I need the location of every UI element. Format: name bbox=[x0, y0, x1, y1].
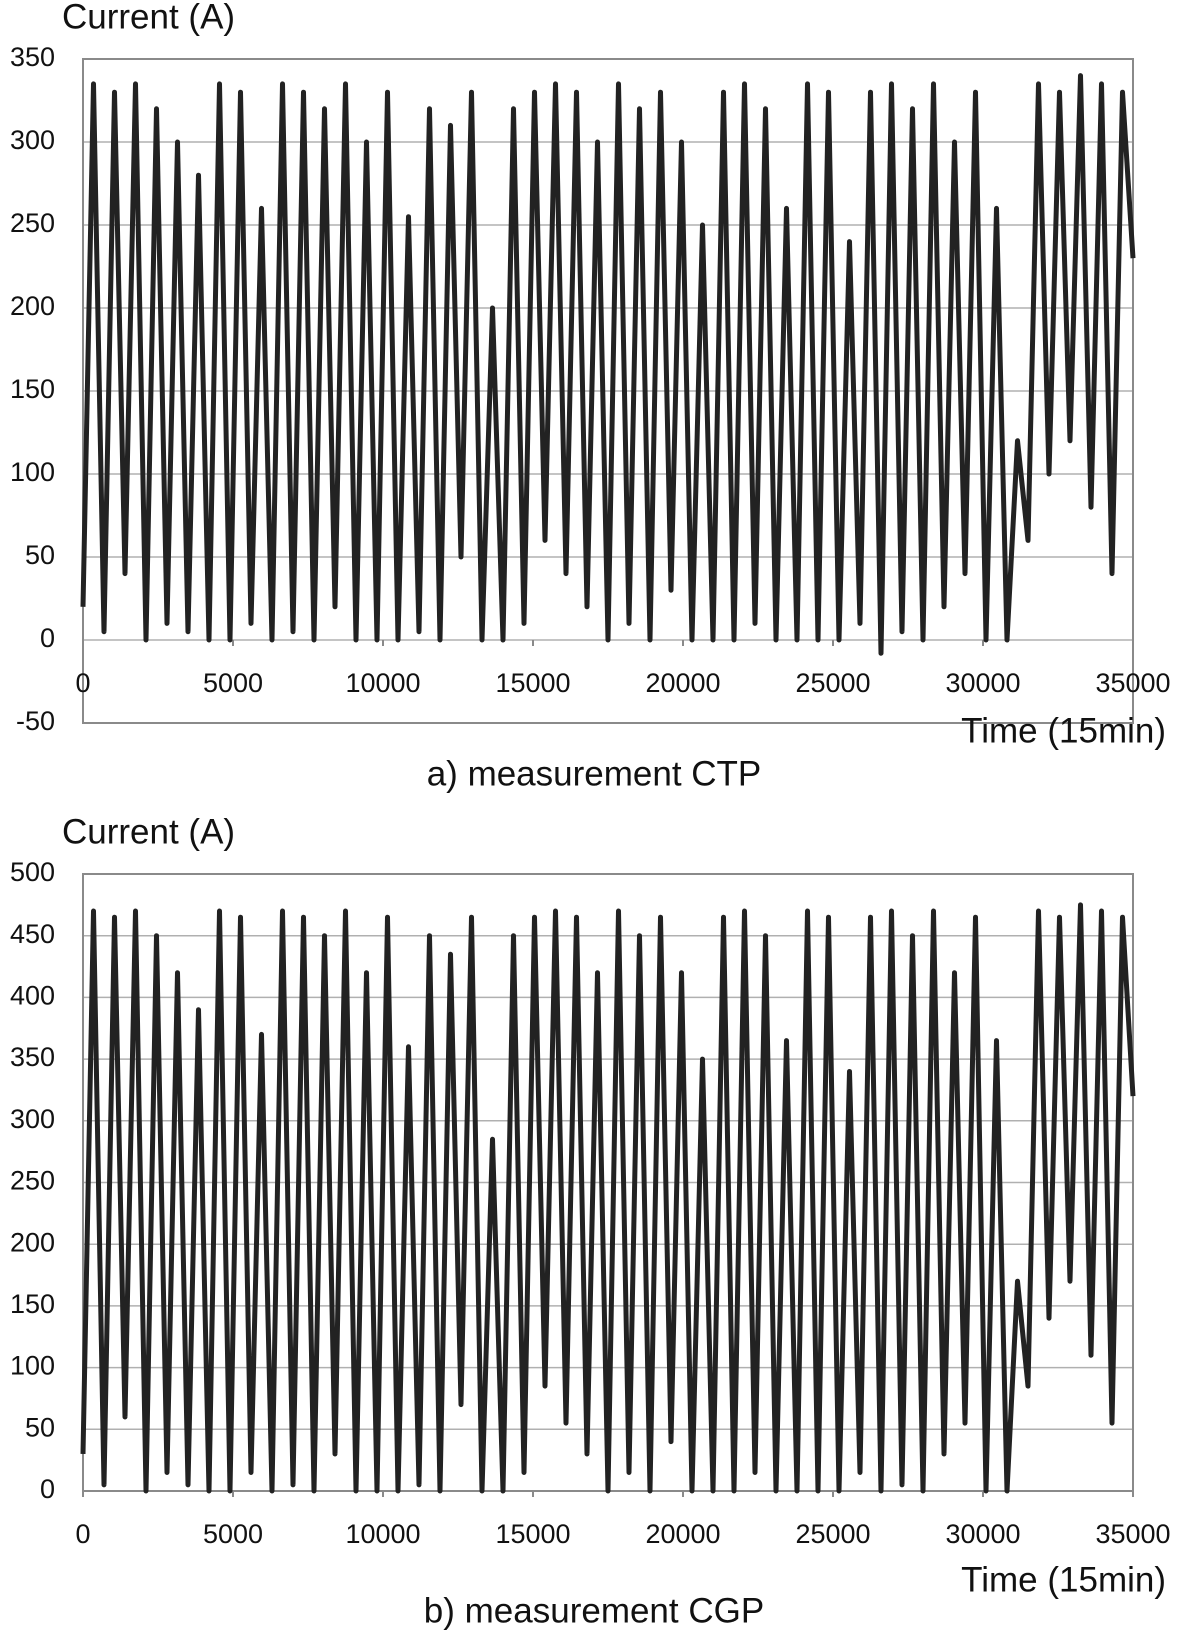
y-tick-label: 250 bbox=[10, 1166, 55, 1196]
y-tick-label: 300 bbox=[10, 125, 55, 155]
x-tick-label: 35000 bbox=[1095, 668, 1170, 698]
y-tick-label: 150 bbox=[10, 374, 55, 404]
x-tick-label: 15000 bbox=[495, 668, 570, 698]
x-tick-label: 15000 bbox=[495, 1519, 570, 1549]
plot-frame bbox=[82, 58, 1134, 724]
x-tick-label: 30000 bbox=[945, 668, 1020, 698]
x-tick-label: 25000 bbox=[795, 1519, 870, 1549]
x-tick-label: 20000 bbox=[645, 668, 720, 698]
y-tick-label: 350 bbox=[10, 1042, 55, 1072]
data-line bbox=[80, 902, 1136, 1494]
y-tick-label: 250 bbox=[10, 208, 55, 238]
y-tick-label: 100 bbox=[10, 457, 55, 487]
y-tick-label: 500 bbox=[10, 857, 55, 887]
x-axis-label: Time (15min) bbox=[961, 711, 1166, 750]
x-axis-label: Time (15min) bbox=[961, 1560, 1166, 1599]
y-tick-label: 0 bbox=[40, 623, 55, 653]
y-tick-label: 150 bbox=[10, 1289, 55, 1319]
y-tick-label: 50 bbox=[25, 540, 55, 570]
data-line bbox=[80, 73, 1136, 656]
y-tick-label: 300 bbox=[10, 1104, 55, 1134]
x-tick-label: 0 bbox=[75, 1519, 90, 1549]
y-tick-label: -50 bbox=[16, 706, 55, 736]
y-tick-label: 350 bbox=[10, 42, 55, 72]
y-tick-label: 200 bbox=[10, 291, 55, 321]
x-tick-label: 25000 bbox=[795, 668, 870, 698]
y-tick-label: 450 bbox=[10, 919, 55, 949]
y-tick-label: 400 bbox=[10, 981, 55, 1011]
x-tick-label: 5000 bbox=[203, 668, 263, 698]
y-tick-label: 100 bbox=[10, 1351, 55, 1381]
y-tick-label: 200 bbox=[10, 1227, 55, 1257]
caption: a) measurement CTP bbox=[427, 754, 762, 793]
x-tick-label: 20000 bbox=[645, 1519, 720, 1549]
x-tick-label: 30000 bbox=[945, 1519, 1020, 1549]
y-axis-label: Current (A) bbox=[62, 0, 235, 36]
x-tick-label: 0 bbox=[75, 668, 90, 698]
x-tick-label: 35000 bbox=[1095, 1519, 1170, 1549]
y-tick-label: 50 bbox=[25, 1412, 55, 1442]
y-tick-label: 0 bbox=[40, 1474, 55, 1504]
x-tick-label: 5000 bbox=[203, 1519, 263, 1549]
x-tick-label: 10000 bbox=[345, 668, 420, 698]
caption: b) measurement CGP bbox=[424, 1591, 764, 1630]
x-tick-label: 10000 bbox=[345, 1519, 420, 1549]
y-axis-label: Current (A) bbox=[62, 812, 235, 851]
